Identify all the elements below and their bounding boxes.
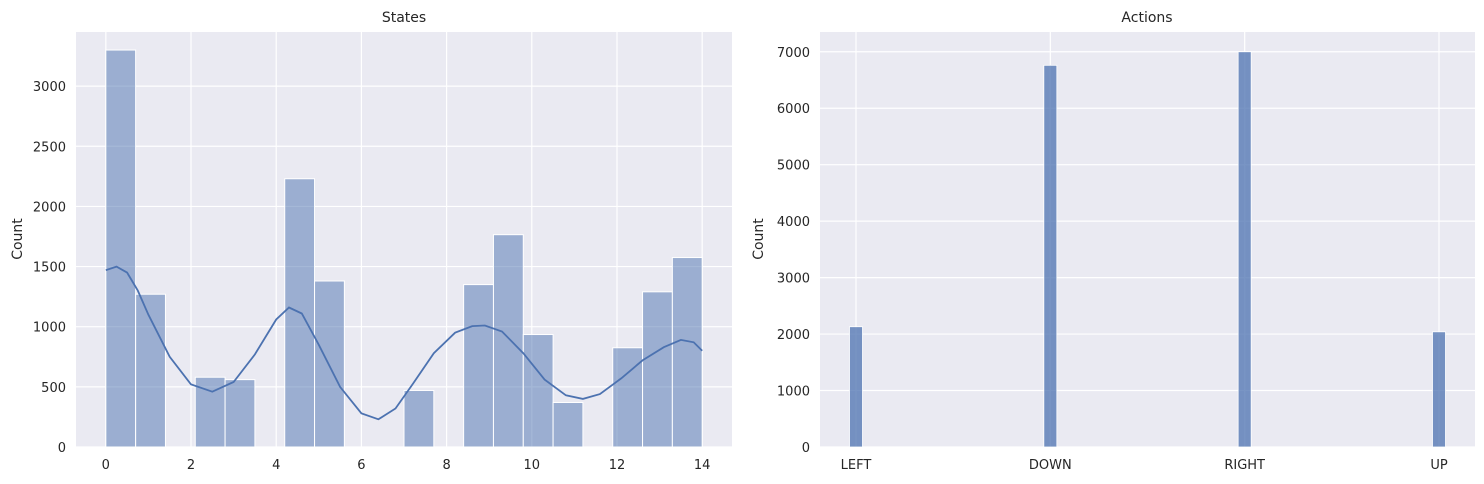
actions-y-tick-label: 0: [802, 441, 810, 456]
actions-x-tick-label: UP: [1430, 458, 1448, 473]
states-histogram-bar: [224, 379, 256, 448]
states-x-tick-label: 8: [442, 458, 450, 473]
actions-x-tick-label: DOWN: [1029, 458, 1072, 473]
states-bars: [105, 49, 703, 448]
states-x-tick-label: 10: [524, 458, 541, 473]
actions-y-tick-label: 7000: [777, 46, 810, 61]
states-kde-line: [105, 265, 703, 421]
states-x-tick-label: 14: [694, 458, 711, 473]
actions-title: Actions: [1121, 10, 1172, 26]
states-y-tick-label: 2000: [33, 200, 66, 215]
actions-x-tick-label: RIGHT: [1224, 458, 1265, 473]
actions-bar-left: [849, 326, 863, 448]
states-y-tick-label: 1500: [33, 261, 66, 276]
actions-bar-up: [1432, 331, 1446, 448]
states-y-tick-label: 2500: [33, 140, 66, 155]
actions-bar-down: [1043, 64, 1058, 448]
states-histogram-bar: [403, 389, 435, 448]
states-histogram-bar: [612, 347, 644, 448]
states-y-tick-label: 500: [41, 381, 66, 396]
states-y-tick-label: 1000: [33, 321, 66, 336]
actions-bar-panel: LEFT DOWN RIGHT UP 0 1000 2000 3000 4000 5000 600…: [751, 10, 1475, 473]
states-x-tick-label: 12: [609, 458, 626, 473]
actions-y-tick-label: 4000: [777, 215, 810, 230]
actions-y-tick-label: 2000: [777, 328, 810, 343]
states-histogram-bar: [552, 401, 584, 448]
states-histogram-bar: [463, 284, 494, 448]
states-x-tick-label: 2: [187, 458, 195, 473]
actions-x-tick-label: LEFT: [841, 458, 872, 473]
states-x-tick-label: 0: [102, 458, 110, 473]
states-y-tick-label: 0: [58, 441, 66, 456]
states-histogram-bar: [522, 334, 554, 448]
actions-y-tick-label: 1000: [777, 385, 810, 400]
states-histogram-panel: 0 2 4 6 8 10 12 14 0 500 1000 1500 2000 2500 3000 Sta…: [10, 10, 732, 473]
states-histogram-bar: [492, 234, 524, 448]
actions-y-tick-label: 5000: [777, 159, 810, 174]
actions-bar-right: [1237, 51, 1252, 448]
actions-y-tick-labels: 0 1000 2000 3000 4000 5000 6000 7000: [777, 46, 810, 456]
actions-plot-area: [820, 32, 1475, 447]
states-histogram-bar: [671, 257, 703, 448]
states-y-axis-label: Count: [10, 218, 26, 260]
states-y-tick-labels: 0 500 1000 1500 2000 2500 3000: [33, 80, 66, 456]
actions-y-tick-label: 3000: [777, 272, 810, 287]
states-histogram-bar: [105, 49, 137, 448]
states-title: States: [382, 10, 426, 26]
states-x-tick-label: 6: [357, 458, 365, 473]
states-x-tick-labels: 0 2 4 6 8 10 12 14: [102, 458, 711, 473]
states-x-tick-label: 4: [272, 458, 280, 473]
actions-y-tick-label: 6000: [777, 102, 810, 117]
actions-y-axis-label: Count: [751, 218, 767, 260]
actions-bars: [849, 51, 1446, 448]
states-y-tick-label: 3000: [33, 80, 66, 95]
states-histogram-bar: [642, 291, 673, 448]
actions-x-tick-labels: LEFT DOWN RIGHT UP: [841, 458, 1448, 473]
